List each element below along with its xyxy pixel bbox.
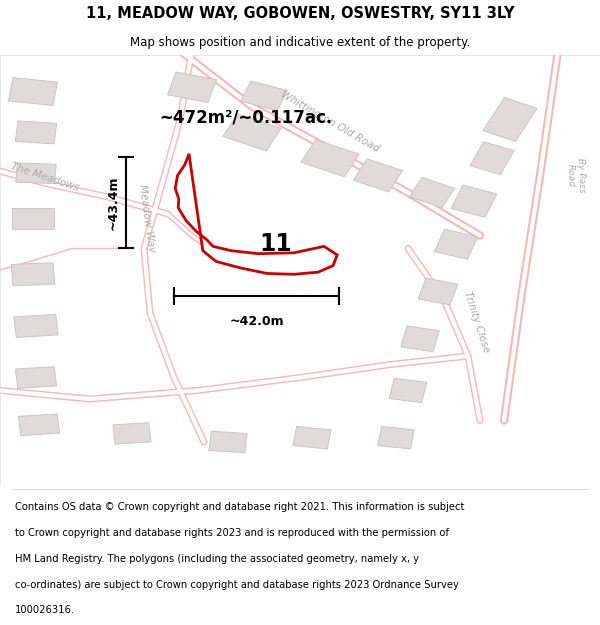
Text: ~42.0m: ~42.0m bbox=[229, 315, 284, 328]
Text: co-ordinates) are subject to Crown copyright and database rights 2023 Ordnance S: co-ordinates) are subject to Crown copyr… bbox=[15, 579, 459, 589]
Bar bbox=[389, 378, 427, 402]
Bar bbox=[16, 163, 56, 184]
Text: ~472m²/~0.117ac.: ~472m²/~0.117ac. bbox=[159, 108, 332, 126]
Text: By Pass
Road: By Pass Road bbox=[566, 158, 586, 193]
Bar bbox=[11, 262, 55, 286]
Bar bbox=[301, 139, 359, 177]
Bar bbox=[483, 98, 537, 141]
Text: Map shows position and indicative extent of the property.: Map shows position and indicative extent… bbox=[130, 36, 470, 49]
Bar bbox=[16, 121, 56, 144]
Bar bbox=[293, 426, 331, 449]
Bar bbox=[418, 278, 458, 305]
Bar bbox=[14, 314, 58, 338]
Bar bbox=[8, 78, 58, 106]
Text: Meadow Way: Meadow Way bbox=[137, 184, 157, 253]
Bar bbox=[451, 185, 497, 218]
Bar bbox=[470, 142, 514, 174]
Polygon shape bbox=[175, 154, 337, 274]
Bar bbox=[19, 414, 59, 436]
Bar bbox=[167, 72, 217, 102]
Bar bbox=[16, 367, 56, 388]
Text: Whittington Old Road: Whittington Old Road bbox=[279, 89, 381, 154]
Bar bbox=[113, 422, 151, 444]
Text: ~43.4m: ~43.4m bbox=[106, 176, 119, 230]
Bar bbox=[401, 326, 439, 352]
Text: The Meadows: The Meadows bbox=[10, 162, 80, 193]
Text: 11, MEADOW WAY, GOBOWEN, OSWESTRY, SY11 3LY: 11, MEADOW WAY, GOBOWEN, OSWESTRY, SY11 … bbox=[86, 6, 514, 21]
Bar bbox=[209, 431, 247, 452]
Bar bbox=[12, 208, 54, 229]
Text: HM Land Registry. The polygons (including the associated geometry, namely x, y: HM Land Registry. The polygons (includin… bbox=[15, 554, 419, 564]
Text: Contains OS data © Crown copyright and database right 2021. This information is : Contains OS data © Crown copyright and d… bbox=[15, 502, 464, 512]
Bar bbox=[223, 114, 281, 151]
Text: Trinity Close: Trinity Close bbox=[463, 289, 491, 354]
Bar bbox=[434, 229, 478, 259]
Text: 11: 11 bbox=[260, 232, 292, 256]
Bar bbox=[353, 159, 403, 192]
Bar bbox=[409, 177, 455, 208]
Text: to Crown copyright and database rights 2023 and is reproduced with the permissio: to Crown copyright and database rights 2… bbox=[15, 528, 449, 538]
Bar bbox=[241, 81, 287, 111]
Bar bbox=[378, 426, 414, 449]
Text: 100026316.: 100026316. bbox=[15, 606, 75, 616]
